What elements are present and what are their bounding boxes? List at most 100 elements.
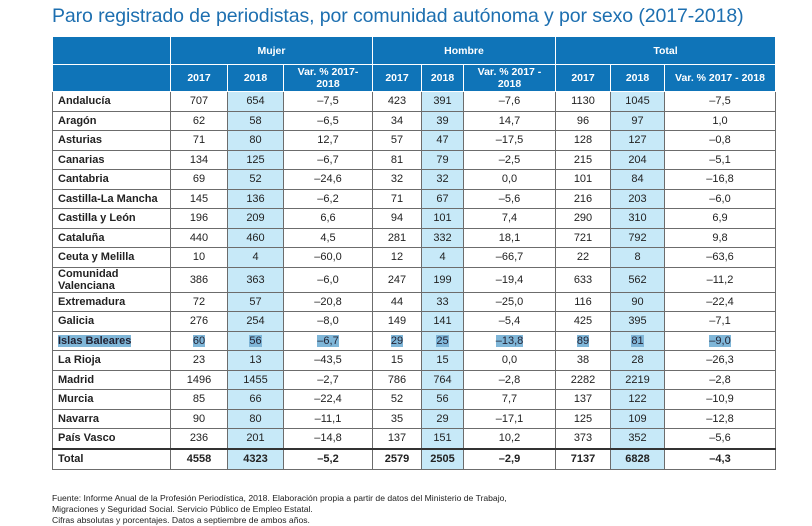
table-cell: 1455 <box>227 369 284 390</box>
column-header: 2018 <box>227 64 284 92</box>
table-cell: –17,1 <box>463 408 556 429</box>
table-cell: 84 <box>610 169 665 190</box>
table-cell: –6,2 <box>283 188 373 209</box>
table-cell: 94 <box>372 208 422 229</box>
table-cell: 6,9 <box>664 208 776 229</box>
table-cell: –20,8 <box>283 291 373 312</box>
table-cell: 97 <box>610 110 665 131</box>
table-cell: 707 <box>170 91 228 112</box>
table-cell: 58 <box>227 110 284 131</box>
table-row: Islas Baleares 60 56 –6,7 29 25 –13,8 89 81 –9,0 <box>52 330 776 351</box>
table-row: Andalucía 707 654 –7,5 423 391 –7,6 1130 1045 –7,… <box>52 91 776 112</box>
column-header: 2017 <box>555 64 611 92</box>
table-cell: 69 <box>170 169 228 190</box>
table-cell: 721 <box>555 227 611 248</box>
table-cell: 6828 <box>610 447 665 470</box>
region-name: País Vasco <box>52 428 171 449</box>
table-cell: 23 <box>170 350 228 371</box>
table-cell: 79 <box>421 149 464 170</box>
table-cell: 96 <box>555 110 611 131</box>
table-cell: 2579 <box>372 447 422 470</box>
table-cell: –5,4 <box>463 311 556 332</box>
table-cell: 109 <box>610 408 665 429</box>
table-cell: 363 <box>227 266 284 293</box>
table-cell: –10,9 <box>664 389 776 410</box>
table-row: Extremadura 72 57 –20,8 44 33 –25,0 116 90 –22,4 <box>52 291 776 312</box>
table-row: Asturias 71 80 12,7 57 47 –17,5 128 127 –0,8 <box>52 130 776 151</box>
table-row: Castilla-La Mancha 145 136 –6,2 71 67 –5,6 216 2… <box>52 188 776 209</box>
table-cell: 125 <box>555 408 611 429</box>
table-cell: –7,5 <box>664 91 776 112</box>
table-cell: –2,8 <box>463 369 556 390</box>
table-cell: 44 <box>372 291 422 312</box>
table-cell: 85 <box>170 389 228 410</box>
table-cell: 562 <box>610 266 665 293</box>
column-header: Var. % 2017 - 2018 <box>664 64 776 92</box>
table-cell: –2,5 <box>463 149 556 170</box>
table-cell: –0,8 <box>664 130 776 151</box>
table-cell: 72 <box>170 291 228 312</box>
table-cell: –6,7 <box>283 149 373 170</box>
table-cell: 10,2 <box>463 428 556 449</box>
column-header: 2018 <box>421 64 464 92</box>
table-cell: –26,3 <box>664 350 776 371</box>
table-cell: 116 <box>555 291 611 312</box>
table-cell: 1130 <box>555 91 611 112</box>
table-cell: 12,7 <box>283 130 373 151</box>
selected-text: 29 <box>390 334 404 347</box>
region-name: Extremadura <box>52 291 171 312</box>
table-cell: 4323 <box>227 447 284 470</box>
table-cell: 28 <box>610 350 665 371</box>
table-cell: 29 <box>372 330 422 351</box>
region-name: Cantabria <box>52 169 171 190</box>
table-cell: 25 <box>421 330 464 351</box>
table-cell: 633 <box>555 266 611 293</box>
selected-text: 81 <box>631 334 644 347</box>
table-cell: 254 <box>227 311 284 332</box>
table-cell: 71 <box>170 130 228 151</box>
table-cell: 90 <box>610 291 665 312</box>
empty-header <box>52 36 171 65</box>
table-cell: 137 <box>372 428 422 449</box>
table-cell: –63,6 <box>664 247 776 268</box>
table-cell: 290 <box>555 208 611 229</box>
table-cell: 7137 <box>555 447 611 470</box>
table-cell: 128 <box>555 130 611 151</box>
table-row: Navarra 90 80 –11,1 35 29 –17,1 125 109 –12,8 <box>52 408 776 429</box>
table-cell: 199 <box>421 266 464 293</box>
group-hombre: Hombre <box>372 36 556 65</box>
selected-text: 25 <box>436 334 449 347</box>
region-name: Asturias <box>52 130 171 151</box>
selected-text: –13,8 <box>495 334 524 347</box>
selected-text: 56 <box>249 334 262 347</box>
table-cell: 2219 <box>610 369 665 390</box>
table-cell: 22 <box>555 247 611 268</box>
region-name: Comunidad Valenciana <box>52 266 171 293</box>
table-cell: 101 <box>421 208 464 229</box>
column-header: 2018 <box>610 64 665 92</box>
table-cell: 90 <box>170 408 228 429</box>
footnote-line: Fuente: Informe Anual de la Profesión Pe… <box>52 493 507 503</box>
table-cell: 10 <box>170 247 228 268</box>
table-cell: 38 <box>555 350 611 371</box>
table-cell: –6,0 <box>664 188 776 209</box>
table-cell: 18,1 <box>463 227 556 248</box>
table-cell: 4558 <box>170 447 228 470</box>
table-cell: –7,5 <box>283 91 373 112</box>
table-cell: –8,0 <box>283 311 373 332</box>
table-cell: 141 <box>421 311 464 332</box>
table-cell: 14,7 <box>463 110 556 131</box>
table-cell: 7,4 <box>463 208 556 229</box>
table-cell: 204 <box>610 149 665 170</box>
column-header: Var. % 2017- 2018 <box>283 64 373 92</box>
region-name: Navarra <box>52 408 171 429</box>
table-cell: 35 <box>372 408 422 429</box>
table-cell: –9,0 <box>664 330 776 351</box>
table-cell: 1,0 <box>664 110 776 131</box>
selected-text: 60 <box>192 334 206 347</box>
table-cell: –5,6 <box>463 188 556 209</box>
table-cell: –6,5 <box>283 110 373 131</box>
table-row: Murcia 85 66 –22,4 52 56 7,7 137 122 –10,9 <box>52 389 776 410</box>
table-cell: –5,2 <box>283 447 373 470</box>
region-name: Andalucía <box>52 91 171 112</box>
